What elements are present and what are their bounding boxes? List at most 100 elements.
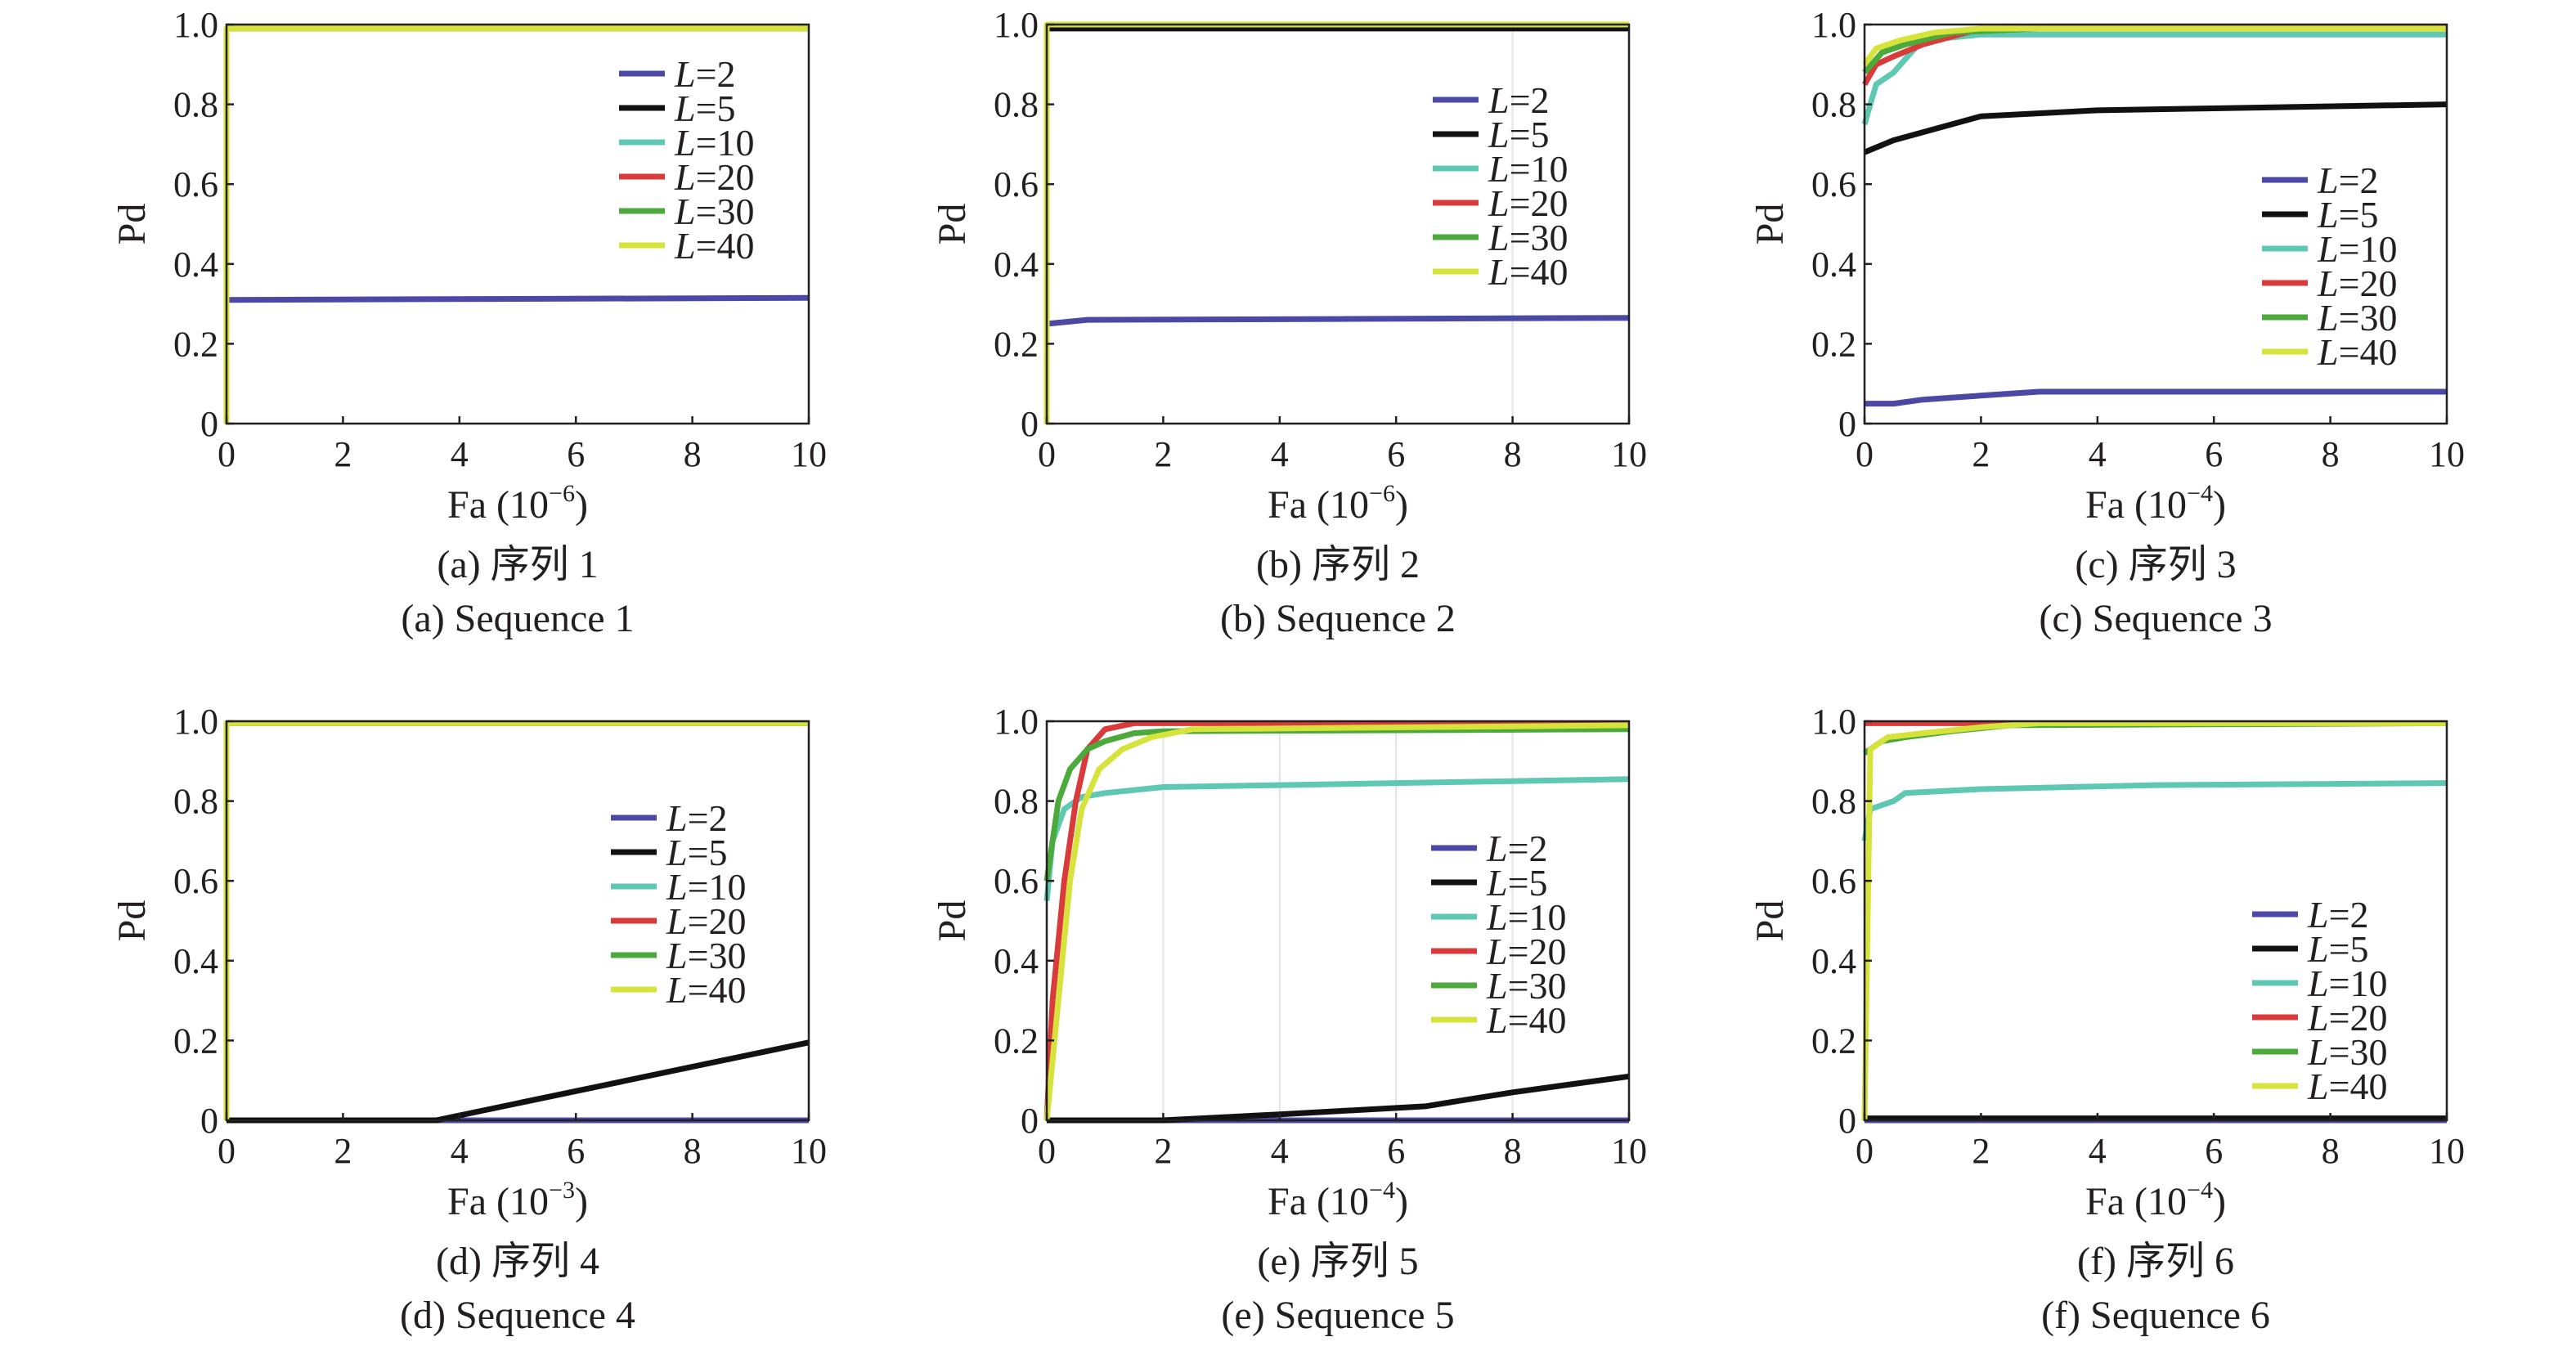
- y-tick-label: 0.2: [1811, 1021, 1856, 1061]
- x-axis-label: Fa (10−6): [447, 480, 588, 527]
- legend-entry-prefix: L: [2317, 159, 2339, 201]
- x-tick-label: 6: [2205, 1131, 2223, 1171]
- legend-entry-prefix: L: [1488, 217, 1510, 258]
- series-line-L5: [1047, 1073, 1630, 1124]
- caption-chinese: (c) 序列 3: [2075, 543, 2236, 586]
- x-tick-label: 2: [334, 1131, 352, 1171]
- legend-entry-value: =30: [1508, 965, 1567, 1007]
- legend-entry: L=2: [2317, 159, 2379, 201]
- x-tick-label: 4: [2089, 434, 2107, 474]
- legend-entry: L=10: [2317, 228, 2398, 270]
- legend-entry-value: =40: [2339, 331, 2398, 373]
- plot-frame: [225, 23, 810, 425]
- y-tick-label: 0.6: [1811, 861, 1856, 901]
- x-axis-label-exponent: −4: [1369, 1177, 1395, 1204]
- legend-entry: L=40: [1486, 999, 1567, 1041]
- caption-chinese: (d) 序列 4: [436, 1240, 599, 1283]
- y-tick-label: 0: [1838, 1101, 1856, 1141]
- y-tick-label: 0.2: [994, 324, 1039, 364]
- legend-entry: L=30: [2307, 1031, 2388, 1073]
- x-tick-label: 6: [567, 1131, 585, 1171]
- y-tick-label: 0.8: [1811, 85, 1856, 125]
- legend-entry-value: =10: [2339, 228, 2398, 270]
- legend-entry: L=5: [1488, 114, 1550, 155]
- caption-english: (b) Sequence 2: [1220, 597, 1456, 640]
- y-tick-label: 0.2: [173, 1021, 218, 1061]
- y-tick-label: 0.6: [173, 861, 218, 901]
- series-line-L40: [1862, 25, 2447, 66]
- plot-frame: [1045, 720, 1631, 1122]
- legend-entry: L=5: [666, 832, 728, 873]
- legend-entry: L=2: [1486, 828, 1548, 869]
- legend-entry-prefix: L: [1488, 251, 1510, 293]
- x-axis-label-base: Fa (10: [447, 483, 549, 527]
- legend-entry: L=30: [666, 935, 747, 976]
- series-line-L2: [226, 294, 810, 303]
- legend-entry-value: =2: [688, 797, 728, 839]
- legend-entry-value: =2: [696, 53, 736, 95]
- y-tick-label: 0.6: [994, 164, 1039, 204]
- legend-entry-value: =10: [1510, 148, 1568, 190]
- legend-entry-value: =20: [2339, 262, 2398, 304]
- legend-entry-prefix: L: [2307, 997, 2329, 1039]
- legend-entry-value: =2: [1508, 828, 1548, 869]
- y-axis-label: Pd: [931, 900, 974, 942]
- x-tick-label: 10: [791, 434, 827, 474]
- x-axis-label-exponent: −6: [1369, 480, 1395, 507]
- x-tick-label: 0: [1856, 434, 1874, 474]
- x-axis-label-exponent: −3: [549, 1177, 575, 1204]
- x-tick-label: 10: [2429, 1131, 2465, 1171]
- legend-entry-value: =40: [1510, 251, 1568, 293]
- legend-entry: L=5: [674, 87, 736, 129]
- legend-entry-prefix: L: [2317, 331, 2339, 373]
- x-axis-label-exponent: −4: [2187, 1177, 2213, 1204]
- legend-entry-prefix: L: [2317, 194, 2339, 236]
- x-tick-label: 2: [1972, 434, 1990, 474]
- legend-entry-prefix: L: [2307, 1066, 2329, 1107]
- y-tick-label: 1.0: [994, 5, 1039, 45]
- legend-entry: L=10: [674, 122, 755, 164]
- legend-entry: L=40: [1488, 251, 1568, 293]
- legend-entry-value: =5: [696, 87, 736, 129]
- x-tick-label: 6: [2205, 434, 2223, 474]
- legend-entry-prefix: L: [2307, 928, 2329, 970]
- x-axis-label: Fa (10−4): [2085, 480, 2226, 527]
- x-tick-label: 4: [451, 434, 469, 474]
- y-tick-label: 0.4: [1811, 941, 1856, 981]
- legend-entry-prefix: L: [666, 900, 688, 942]
- x-tick-label: 0: [218, 1131, 236, 1171]
- legend-entry-prefix: L: [674, 156, 696, 198]
- caption-english: (a) Sequence 1: [401, 597, 634, 640]
- legend-entry: L=20: [1488, 182, 1568, 224]
- x-tick-label: 8: [2322, 1131, 2340, 1171]
- x-tick-label: 4: [1271, 1131, 1289, 1171]
- x-tick-label: 2: [1154, 434, 1172, 474]
- legend-entry-prefix: L: [1488, 148, 1510, 190]
- legend-entry: L=2: [674, 53, 736, 95]
- legend-entry-prefix: L: [1488, 114, 1510, 155]
- legend-entry: L=10: [1486, 896, 1567, 938]
- y-tick-label: 0.4: [173, 941, 218, 981]
- legend-entry-prefix: L: [666, 935, 688, 976]
- y-tick-label: 0.2: [173, 324, 218, 364]
- x-axis-label-base: Fa (10: [447, 1180, 549, 1223]
- x-tick-label: 6: [567, 434, 585, 474]
- y-tick-label: 0.6: [994, 861, 1039, 901]
- legend-entry: L=40: [2317, 331, 2398, 373]
- legend-entry-prefix: L: [674, 122, 696, 164]
- x-tick-label: 4: [1271, 434, 1289, 474]
- caption-chinese: (b) 序列 2: [1256, 543, 1420, 586]
- caption-chinese: (a) 序列 1: [437, 543, 598, 586]
- x-axis-label-close: ): [1395, 483, 1408, 527]
- y-tick-label: 1.0: [1811, 702, 1856, 742]
- x-axis-label-base: Fa (10: [1268, 1180, 1369, 1223]
- x-tick-label: 6: [1387, 1131, 1405, 1171]
- legend-entry: L=10: [666, 866, 747, 908]
- legend-entry-value: =20: [696, 156, 755, 198]
- x-tick-label: 10: [1611, 1131, 1647, 1171]
- series-line-L20: [1043, 720, 1629, 1121]
- x-tick-label: 2: [334, 434, 352, 474]
- y-axis-label: Pd: [931, 204, 974, 245]
